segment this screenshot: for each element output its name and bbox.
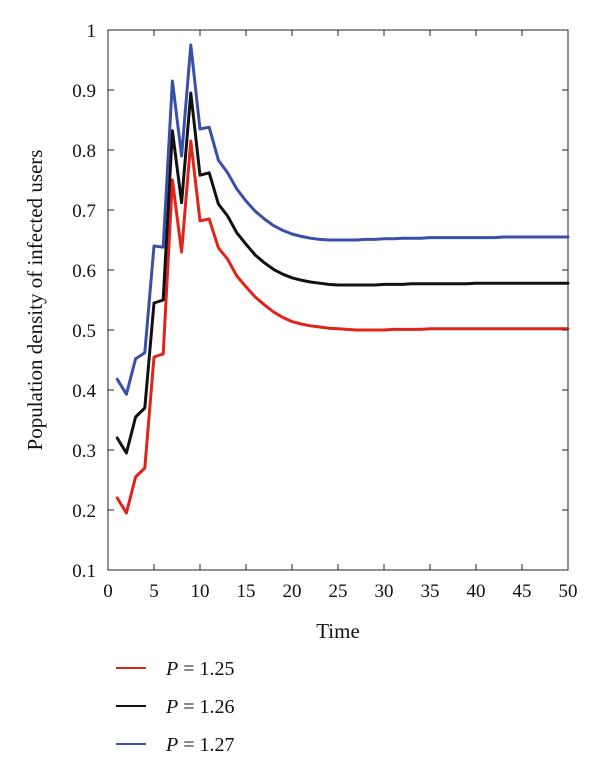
x-axis-title: Time: [316, 619, 360, 643]
y-tick-label: 0.9: [72, 81, 96, 102]
y-tick-label: 0.2: [72, 501, 96, 522]
series-layer: [115, 43, 570, 515]
legend-label: P = 1.25: [165, 658, 235, 680]
legend-label: P = 1.27: [165, 734, 235, 756]
legend: P = 1.25 P = 1.26 P = 1.27: [116, 658, 235, 756]
x-tick-label: 10: [191, 581, 210, 602]
x-tick-label: 35: [421, 581, 440, 602]
legend-item-2: P = 1.26: [116, 696, 235, 718]
x-tick-label: 25: [329, 581, 348, 602]
legend-item-3: P = 1.27: [116, 734, 235, 756]
y-tick-label: 1: [87, 21, 97, 42]
y-axis-title: Population density of infected users: [23, 150, 47, 451]
legend-item-1: P = 1.25: [116, 658, 235, 680]
y-tick-label: 0.4: [72, 381, 96, 402]
y-tick-label: 0.5: [72, 321, 96, 342]
x-tick-label: 40: [467, 581, 486, 602]
y-tick-label: 0.8: [72, 141, 96, 162]
y-tick-label: 0.1: [72, 561, 96, 582]
x-tick-label: 45: [513, 581, 532, 602]
x-tick-label: 5: [149, 581, 159, 602]
series-line-3: [115, 43, 570, 396]
x-tick-label: 30: [375, 581, 394, 602]
y-tick-label: 0.6: [72, 261, 96, 282]
legend-label: P = 1.26: [165, 696, 235, 718]
x-tick-label: 50: [559, 581, 578, 602]
y-tick-label: 0.7: [72, 201, 96, 222]
x-tick-label: 15: [237, 581, 256, 602]
x-tick-label: 0: [103, 581, 113, 602]
series-line-2: [115, 91, 570, 455]
y-tick-label: 0.3: [72, 441, 96, 462]
series-line-1: [115, 139, 570, 515]
x-tick-label: 20: [283, 581, 302, 602]
ticks-layer: 0 5 10 15 20 25 30 35 40 45 50 0.1 0.2 0.3 0.4 0.5 0.6 0.…: [72, 21, 577, 602]
